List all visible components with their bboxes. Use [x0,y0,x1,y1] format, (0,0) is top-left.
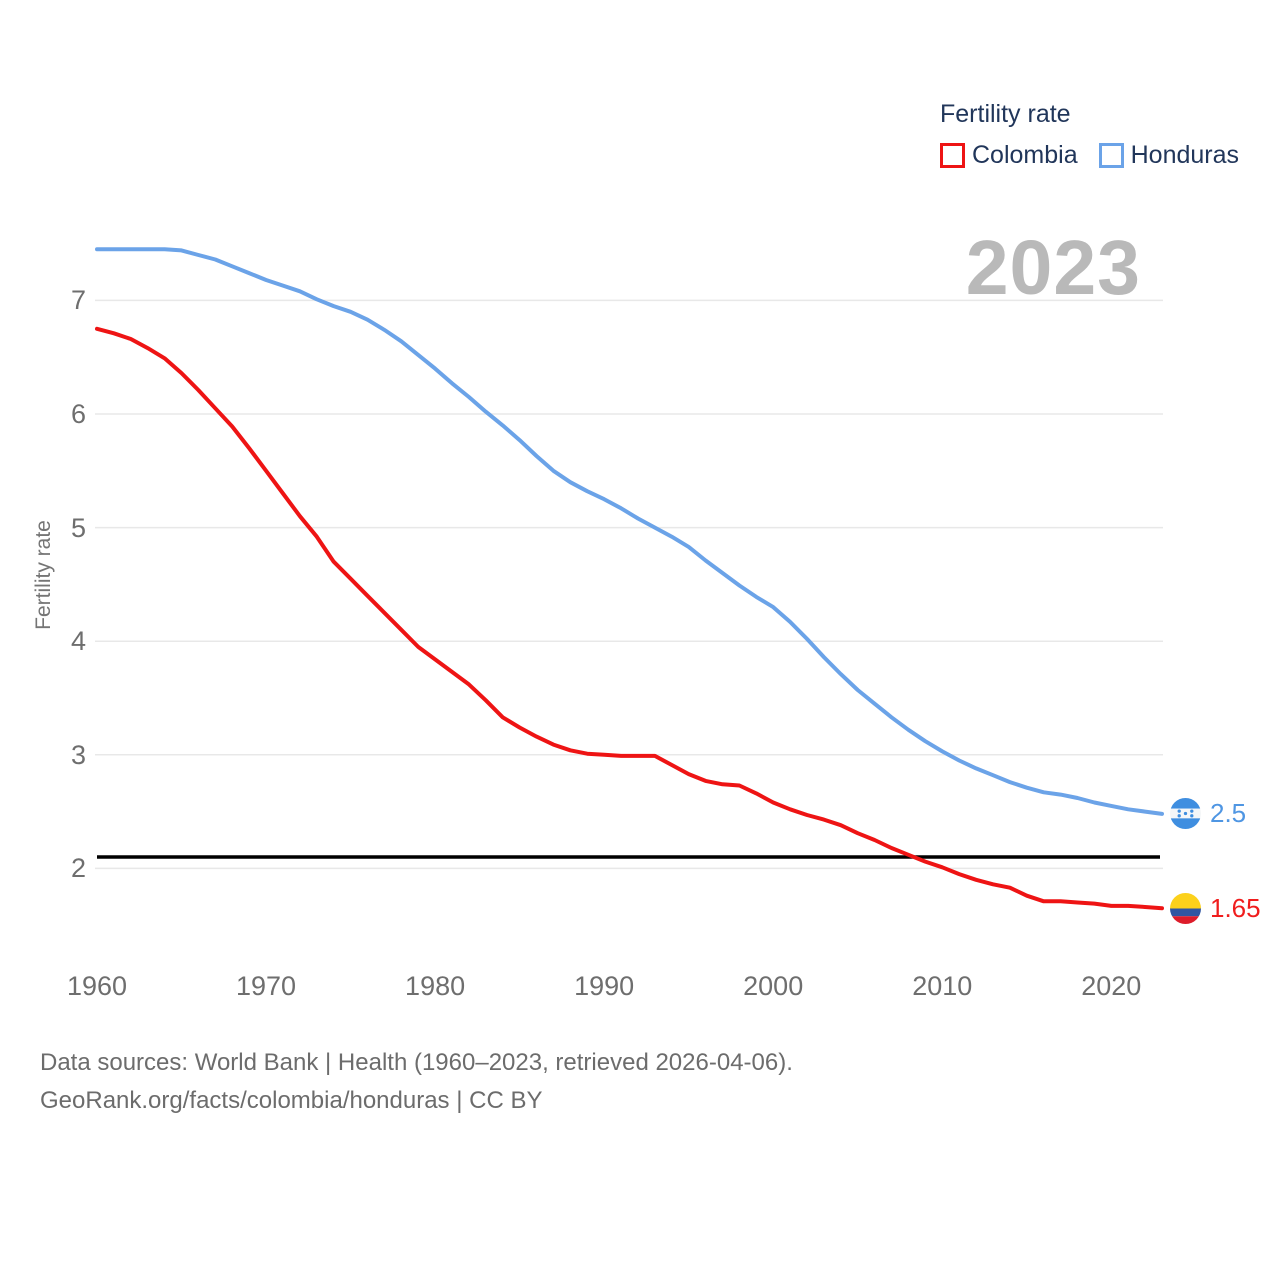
legend-items: Colombia Honduras [940,141,1239,170]
x-tick-label: 2010 [912,971,973,1001]
x-tick-label: 1970 [236,971,297,1001]
honduras-swatch-icon [1098,143,1124,168]
source-line-2: GeoRank.org/facts/colombia/honduras | CC… [40,1087,543,1114]
colombia-swatch-icon [940,143,965,168]
x-tick-label: 1990 [574,971,635,1001]
source-line-1: Data sources: World Bank | Health (1960–… [40,1049,793,1076]
legend-item-honduras[interactable]: Honduras [1098,141,1240,170]
y-tick-label: 5 [70,512,86,543]
y-tick-label: 7 [70,285,86,316]
x-tick-label: 1960 [66,971,128,1001]
y-tick-label: 6 [70,399,86,429]
colombia-line [95,326,1164,911]
y-tick-label: 3 [70,739,86,770]
colombia-end-value: 1.65 [1210,892,1261,923]
honduras-flag-icon [1170,798,1201,830]
source-attribution: Data sources: World Bank | Health (1960–… [40,1044,793,1120]
legend-item-label: Honduras [1130,141,1240,169]
legend-title: Fertility rate [940,100,1071,128]
chart-legend: Fertility rate Colombia Honduras [940,100,1239,170]
legend-item-colombia[interactable]: Colombia [940,141,1078,170]
year-watermark: 2023 [965,225,1141,311]
x-tick-label: 2020 [1081,971,1142,1001]
colombia-flag-icon [1170,892,1201,924]
honduras-end-value: 2.5 [1210,798,1247,829]
colombia-end-label: 1.65 [1170,892,1261,924]
legend-item-label: Colombia [972,141,1078,169]
y-tick-label: 2 [70,853,86,884]
x-tick-label: 1980 [405,971,466,1001]
x-tick-label: 2000 [743,971,804,1001]
honduras-line [95,247,1164,816]
honduras-end-label: 2.5 [1170,798,1247,830]
y-tick-label: 4 [70,626,86,657]
